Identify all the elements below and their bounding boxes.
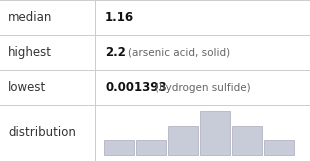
- Text: median: median: [8, 11, 52, 24]
- Text: 1.16: 1.16: [105, 11, 134, 24]
- Text: lowest: lowest: [8, 81, 46, 94]
- Bar: [232, 126, 262, 155]
- Text: highest: highest: [8, 46, 52, 59]
- Text: (hydrogen sulfide): (hydrogen sulfide): [155, 82, 250, 93]
- Bar: [264, 140, 294, 155]
- Text: distribution: distribution: [8, 127, 76, 139]
- Text: 2.2: 2.2: [105, 46, 126, 59]
- Bar: [104, 140, 134, 155]
- Text: (arsenic acid, solid): (arsenic acid, solid): [127, 47, 230, 57]
- Bar: [136, 140, 166, 155]
- Bar: [168, 126, 198, 155]
- Bar: [200, 111, 230, 155]
- Text: 0.001393: 0.001393: [105, 81, 167, 94]
